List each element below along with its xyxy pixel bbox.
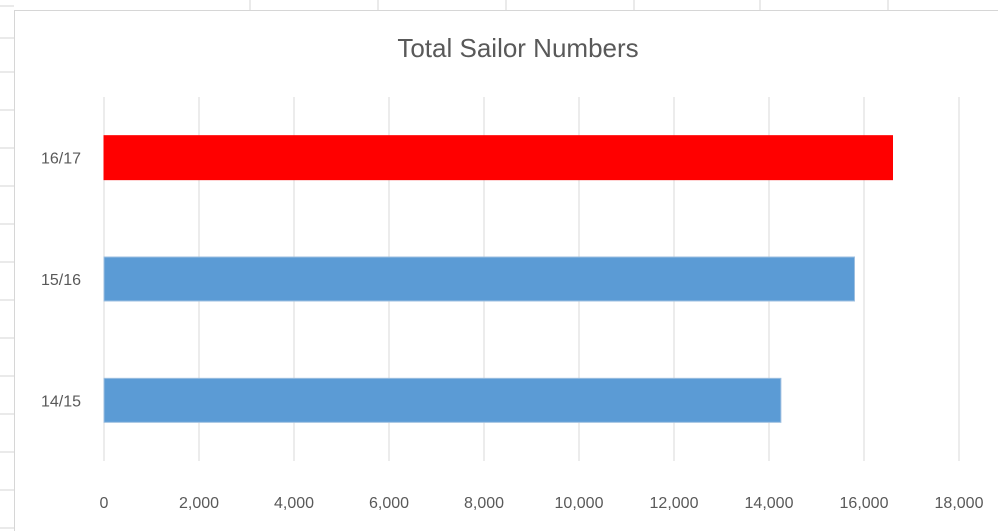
y-tick-label: 16/17 — [41, 151, 81, 168]
x-tick-label: 10,000 — [555, 495, 604, 512]
x-tick-label: 12,000 — [650, 495, 699, 512]
chart-title: Total Sailor Numbers — [397, 33, 638, 63]
bar-16-17[interactable] — [103, 135, 893, 181]
x-tick-label: 8,000 — [464, 495, 504, 512]
bar-15-16[interactable] — [103, 256, 855, 302]
x-tick-label: 4,000 — [274, 495, 314, 512]
x-tick-label: 6,000 — [369, 495, 409, 512]
y-axis-tick-labels: 14/15 15/16 16/17 — [41, 151, 81, 411]
x-tick-label: 14,000 — [745, 495, 794, 512]
bar-14-15[interactable] — [103, 377, 782, 423]
x-tick-label: 0 — [100, 495, 109, 512]
x-tick-label: 16,000 — [840, 495, 889, 512]
chart-area[interactable]: Total Sailor Numbers 14/15 15/16 16/17 0 2,… — [14, 10, 998, 531]
bars — [103, 135, 893, 423]
x-tick-label: 18,000 — [935, 495, 984, 512]
x-tick-label: 2,000 — [179, 495, 219, 512]
y-tick-label: 14/15 — [41, 393, 81, 410]
x-axis-tick-labels: 0 2,000 4,000 6,000 8,000 10,000 12,000 14,000 1… — [100, 495, 984, 512]
y-tick-label: 15/16 — [41, 272, 81, 289]
bar-chart: Total Sailor Numbers 14/15 15/16 16/17 0 2,… — [41, 33, 984, 512]
